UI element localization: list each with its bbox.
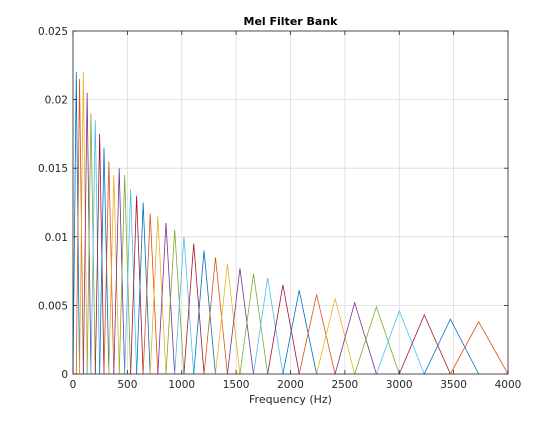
filter-line-11 xyxy=(113,168,126,375)
filter-line-16 xyxy=(142,213,159,375)
filter-line-4 xyxy=(82,92,92,375)
filter-line-37 xyxy=(450,321,509,375)
ticks-layer xyxy=(72,30,509,375)
filter-line-21 xyxy=(183,243,205,375)
filter-line-24 xyxy=(215,264,241,375)
chart-title: Mel Filter Bank xyxy=(244,15,339,28)
y-tick-label: 0 xyxy=(61,369,68,381)
filter-line-5 xyxy=(86,113,96,375)
filter-line-1 xyxy=(72,72,80,375)
filter-line-28 xyxy=(267,284,300,375)
filter-line-29 xyxy=(282,290,317,375)
filter-line-27 xyxy=(253,277,284,375)
filter-line-13 xyxy=(124,188,138,375)
filter-line-20 xyxy=(174,236,195,375)
y-tick-label: 0.01 xyxy=(45,232,68,244)
filter-line-6 xyxy=(90,120,101,375)
y-tick-label: 0.02 xyxy=(45,95,68,107)
filter-line-23 xyxy=(203,257,228,375)
filter-line-12 xyxy=(118,175,132,375)
filter-line-3 xyxy=(79,72,88,375)
x-tick-label: 0 xyxy=(70,379,77,391)
y-tick-label: 0.015 xyxy=(38,163,68,175)
x-tick-label: 4000 xyxy=(495,379,522,391)
filter-line-22 xyxy=(193,250,216,375)
filter-line-7 xyxy=(94,133,105,375)
filter-line-10 xyxy=(108,175,120,375)
x-tick-label: 1500 xyxy=(223,379,250,391)
filter-line-32 xyxy=(334,301,377,375)
filter-line-31 xyxy=(316,298,356,375)
filter-line-33 xyxy=(354,305,400,375)
x-tick-label: 2500 xyxy=(332,379,359,391)
x-axis-label: Frequency (Hz) xyxy=(249,393,332,406)
filter-line-25 xyxy=(227,268,254,375)
y-tick-label: 0.005 xyxy=(38,300,68,312)
filter-line-15 xyxy=(136,202,151,375)
filter-line-14 xyxy=(130,195,144,375)
filter-line-30 xyxy=(298,294,336,375)
filter-line-34 xyxy=(376,309,425,375)
x-tick-label: 3000 xyxy=(386,379,413,391)
filter-line-17 xyxy=(149,216,167,375)
y-tick-label: 0.025 xyxy=(38,26,68,38)
x-tick-label: 1000 xyxy=(168,379,195,391)
filter-line-35 xyxy=(398,313,451,375)
filter-lines xyxy=(72,72,509,375)
filter-line-36 xyxy=(423,318,479,375)
x-tick-label: 3500 xyxy=(440,379,467,391)
tick-labels: 0 500 1000 1500 2000 2500 3000 3500 4000 0 0.005 0.… xyxy=(38,26,521,391)
filter-line-18 xyxy=(157,223,176,375)
x-tick-label: 2000 xyxy=(277,379,304,391)
x-tick-label: 500 xyxy=(117,379,137,391)
filter-line-2 xyxy=(75,79,84,375)
filter-line-19 xyxy=(165,229,185,375)
filter-line-8 xyxy=(99,147,110,375)
filter-line-26 xyxy=(239,273,269,375)
filter-line-9 xyxy=(103,161,115,375)
grid-layer xyxy=(72,30,509,375)
